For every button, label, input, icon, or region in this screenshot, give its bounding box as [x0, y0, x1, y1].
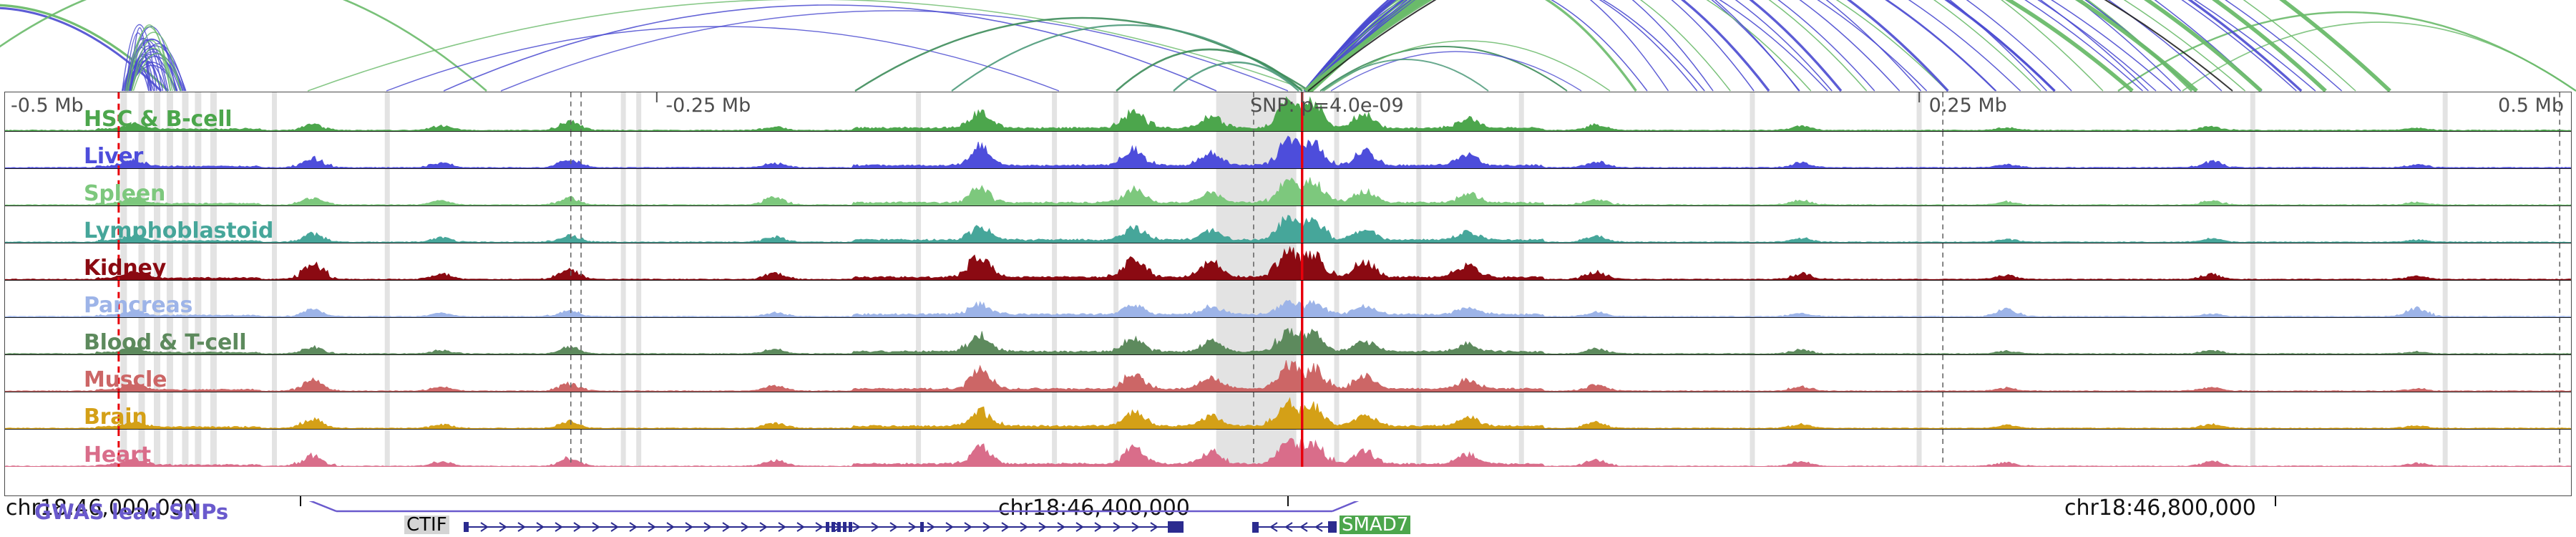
track-label-spleen: Spleen	[84, 181, 166, 206]
position-markers	[5, 169, 2571, 205]
position-markers	[5, 206, 2571, 243]
position-markers	[5, 243, 2571, 280]
gene-label-smad7[interactable]: SMAD7	[1340, 516, 1411, 534]
track-label-brain: Brain	[84, 405, 147, 430]
highlight-columns	[5, 206, 2571, 243]
position-markers	[5, 355, 2571, 392]
signal-track-brain: Brain	[5, 392, 2571, 430]
gwas-track-label: GWAS lead SNPs	[34, 500, 229, 524]
chromatin-interaction-arcs	[0, 0, 2576, 92]
coordinate-ruler	[0, 496, 2576, 512]
signal-profile	[5, 355, 2571, 392]
position-markers	[5, 132, 2571, 168]
track-label-hsc-b-cell: HSC & B-cell	[84, 107, 233, 132]
coord-label-start: chr18:46,000,000	[6, 495, 197, 521]
position-markers	[5, 392, 2571, 429]
gwas-lead-snps-track	[0, 501, 2576, 523]
position-markers	[5, 318, 2571, 354]
coord-label-mid: chr18:46,400,000	[998, 495, 1190, 521]
track-label-lymphoblastoid: Lymphoblastoid	[84, 218, 274, 243]
gene-label-ctif[interactable]: CTIF	[404, 516, 449, 534]
signal-tracks-panel: -0.5 Mb -0.25 Mb 0.25 Mb 0.5 Mb SNP: p=4.0e-…	[4, 92, 2572, 496]
position-markers	[5, 281, 2571, 317]
signal-track-pancreas: Pancreas	[5, 281, 2571, 318]
arc-svg	[0, 0, 2576, 92]
signal-track-hsc-b-cell: HSC & B-cell	[5, 92, 2571, 132]
signal-profile	[5, 430, 2571, 467]
track-label-kidney: Kidney	[84, 256, 167, 281]
coord-label-end: chr18:46,800,000	[2064, 495, 2256, 521]
signal-track-liver: Liver	[5, 132, 2571, 169]
signal-track-heart: Heart	[5, 430, 2571, 467]
track-label-heart: Heart	[84, 442, 151, 467]
position-markers	[5, 92, 2571, 131]
position-markers	[5, 430, 2571, 467]
signal-profile	[5, 92, 2571, 131]
gene-annotation-track	[0, 517, 2576, 537]
track-label-muscle: Muscle	[84, 367, 167, 392]
signal-track-blood-t-cell: Blood & T-cell	[5, 318, 2571, 355]
signal-profile	[5, 206, 2571, 243]
track-label-liver: Liver	[84, 144, 144, 169]
signal-profile	[5, 318, 2571, 354]
signal-profile	[5, 243, 2571, 280]
signal-track-spleen: Spleen	[5, 169, 2571, 206]
gwas-svg	[308, 501, 1360, 513]
ruler-svg	[300, 496, 2276, 506]
signal-track-lymphoblastoid: Lymphoblastoid	[5, 206, 2571, 243]
highlight-columns	[5, 169, 2571, 205]
signal-profile	[5, 169, 2571, 205]
signal-track-kidney: Kidney	[5, 243, 2571, 281]
signal-track-muscle: Muscle	[5, 355, 2571, 392]
signal-profile	[5, 392, 2571, 429]
gene-svg	[464, 521, 1337, 533]
track-label-blood-t-cell: Blood & T-cell	[84, 330, 247, 355]
track-label-pancreas: Pancreas	[84, 293, 193, 318]
signal-profile	[5, 132, 2571, 168]
highlight-columns	[5, 392, 2571, 429]
signal-profile	[5, 281, 2571, 317]
